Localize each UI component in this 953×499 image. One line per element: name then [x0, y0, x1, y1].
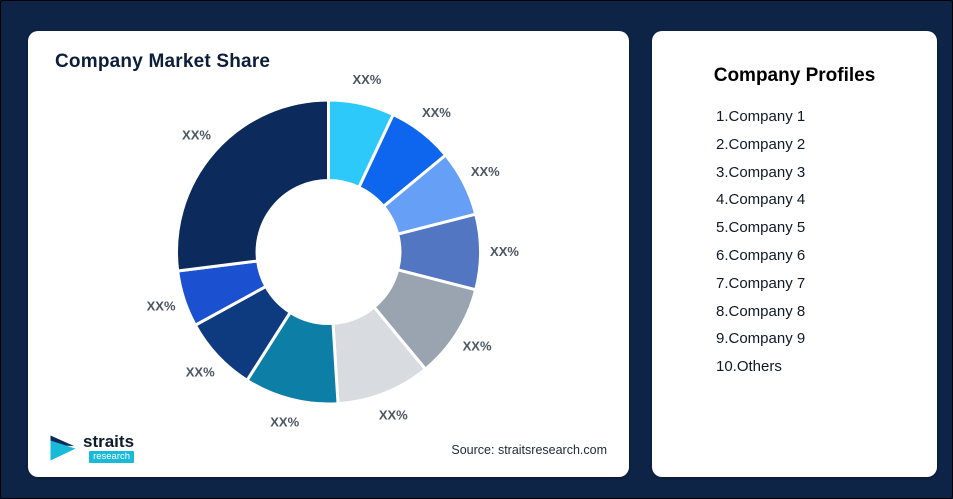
straits-logo: straits research [48, 431, 135, 463]
profile-item: 1.Company 1 [716, 108, 806, 125]
profile-item: 2.Company 2 [716, 135, 806, 153]
profile-item: 7.Company 7 [716, 274, 806, 292]
profile-item: 9.Company 9 [716, 330, 806, 348]
slice-percentage-label: XX% [147, 298, 176, 313]
profile-item: 10.Others [716, 358, 782, 376]
profile-item: 6.Company 6 [716, 246, 806, 264]
profiles-list: 1.Company 1 2.Company 2 3.Company 3 4.Compa… [716, 103, 805, 381]
slice-percentage-label: XX% [352, 72, 381, 87]
donut-slice [175, 98, 330, 273]
profile-item: 4.Company 4 [716, 191, 806, 209]
market-share-card: Company Market Share XX% XX% XX% XX% XX% XX% X… [28, 31, 629, 477]
slice-percentage-label: XX% [270, 415, 299, 430]
straits-logo-text: straits research [83, 431, 135, 463]
donut-chart: XX% XX% XX% XX% XX% XX% XX% XX% XX% XX% [147, 72, 520, 430]
slice-percentage-label: XX% [463, 338, 492, 353]
logo-name: straits [83, 431, 135, 451]
profiles-title: Company Profiles [713, 65, 876, 86]
slice-percentage-label: XX% [379, 408, 408, 423]
slice-percentage-label: XX% [182, 128, 211, 143]
slice-percentage-label: XX% [186, 365, 215, 380]
slice-percentage-label: XX% [471, 164, 500, 179]
chart-title: Company Market Share [55, 51, 271, 72]
straits-logo-icon [50, 435, 76, 461]
profile-item: 3.Company 3 [716, 163, 806, 181]
slice-percentage-label: XX% [490, 244, 519, 259]
logo-subtitle: research [89, 450, 135, 463]
slice-percentage-label: XX% [422, 105, 451, 120]
source-note: Source: straitsresearch.com [451, 443, 607, 457]
profile-item: 5.Company 5 [716, 219, 806, 237]
company-profiles-card: Company Profiles 1.Company 1 2.Company 2 3… [652, 31, 937, 477]
profile-item: 8.Company 8 [716, 302, 806, 320]
